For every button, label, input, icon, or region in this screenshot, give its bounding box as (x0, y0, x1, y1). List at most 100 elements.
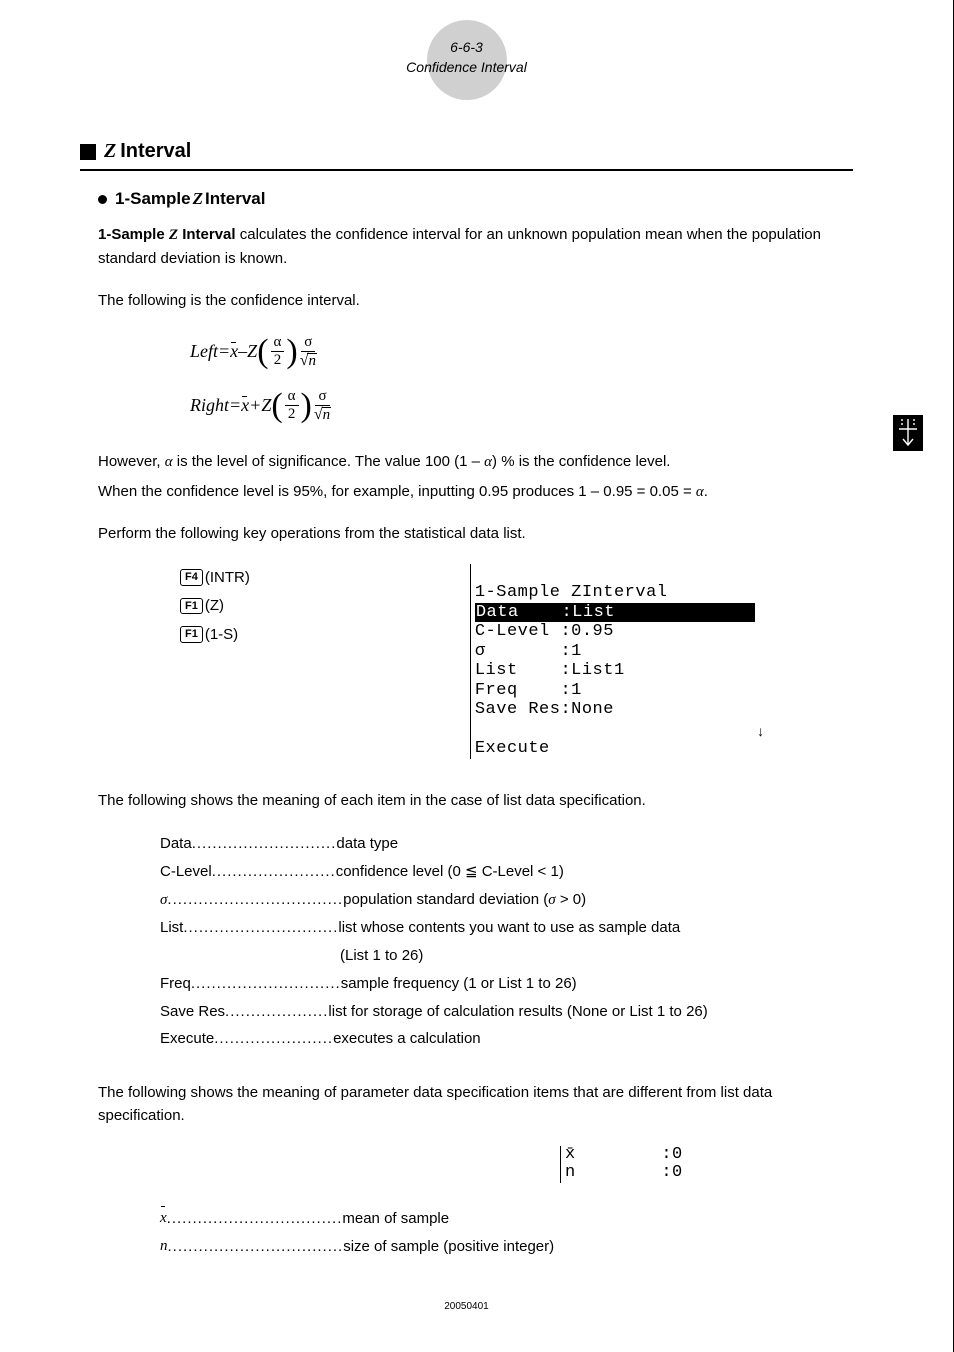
cs1-l8: Execute (475, 739, 550, 758)
formula-right: Right = x + Z ( α 2 ) σ n (190, 384, 853, 428)
def-row: Freq ............................. sampl… (160, 970, 853, 998)
formula-left: Left = x – Z ( α 2 ) σ n (190, 330, 853, 374)
def-desc: list for storage of calculation results … (328, 998, 707, 1026)
def-row: n .................................. siz… (160, 1233, 853, 1261)
f-frac-sigma: σ n (300, 335, 317, 369)
cs2-l2: n :0 (565, 1163, 683, 1182)
f-frac-alpha2: α 2 (285, 389, 299, 422)
header-text: 6-6-3 Confidence Interval (80, 30, 853, 77)
def-dots: ............................. (191, 970, 341, 998)
def-desc: confidence level (0 ≦ C-Level < 1) (336, 858, 564, 886)
side-tab-icon (893, 415, 923, 451)
p4-post: . (704, 483, 708, 500)
p1-pre: 1-Sample (98, 226, 169, 243)
def-desc: mean of sample (342, 1205, 449, 1233)
def-term: σ (160, 886, 167, 915)
subsection-title: 1-Sample Z Interval (98, 189, 853, 209)
def-term: C-Level (160, 858, 212, 886)
f-right-label: Right (190, 395, 229, 416)
after-screen-text: The following shows the meaning of each … (98, 789, 853, 812)
key-row-1: F4(INTR) (180, 564, 250, 593)
key-label-2: (Z) (205, 597, 224, 614)
cs1-l3: C-Level :0.95 (475, 622, 614, 641)
page-header: 6-6-3 Confidence Interval (80, 30, 853, 90)
def-dots: .................................. (167, 886, 343, 915)
def-desc: size of sample (positive integer) (343, 1233, 554, 1261)
f-left-label: Left (190, 341, 218, 362)
key-label-1: (INTR) (205, 569, 250, 586)
definition-list-2: x .................................. mea… (160, 1205, 853, 1261)
intro-p4: When the confidence level is 95%, for ex… (98, 480, 853, 504)
p3-pre: However, (98, 453, 165, 470)
p3-post: ) % is the confidence level. (492, 453, 670, 470)
def-term: Freq (160, 970, 191, 998)
def-row: C-Level ........................ confide… (160, 858, 853, 886)
def-term: n (160, 1233, 168, 1261)
f-Z: Z (247, 341, 257, 362)
def-term: Save Res (160, 998, 225, 1026)
def-row: Save Res .................... list for s… (160, 998, 853, 1026)
cs1-l5: List :List1 (475, 661, 625, 680)
cs1-l4: σ :1 (475, 642, 582, 661)
f-eq: = (218, 341, 230, 362)
def-row: Execute ....................... executes… (160, 1025, 853, 1053)
def-desc: population standard deviation (σ > 0) (343, 886, 586, 915)
def-term: List (160, 914, 183, 942)
page-number: 6-6-3 (80, 38, 853, 58)
footer-date: 20050401 (80, 1301, 853, 1312)
def-desc: list whose contents you want to use as s… (338, 914, 680, 942)
sub-pre: 1-Sample (115, 189, 191, 209)
def-desc: data type (336, 830, 398, 858)
paren-r2-icon: ) (301, 392, 312, 419)
def-row: σ .................................. pop… (160, 886, 853, 915)
sqrt-icon: n (300, 353, 317, 369)
sub-post: Interval (205, 189, 265, 209)
p1-bold: Interval (178, 226, 236, 243)
calculator-screen-2: x̄ :0 n :0 (560, 1146, 830, 1183)
def-continuation: (List 1 to 26) (340, 942, 853, 970)
f-frac-alpha: α 2 (271, 335, 285, 368)
section-marker-icon (80, 144, 96, 160)
intro-p2: The following is the confidence interval… (98, 289, 853, 312)
keycap-f1b: F1 (180, 626, 203, 642)
intro-p5: Perform the following key operations fro… (98, 522, 853, 545)
key-row-2: F1(Z) (180, 592, 250, 621)
def-dots: ............................ (192, 830, 337, 858)
calculator-screen-1: 1-Sample ZInterval Data :List C-Level :0… (470, 564, 755, 759)
keycap-f4: F4 (180, 569, 203, 585)
def-term: x (160, 1205, 167, 1233)
sub-z: Z (193, 189, 203, 209)
definition-list: Data ............................ data t… (160, 830, 853, 1053)
down-arrow-icon: ↓ (756, 725, 765, 741)
bullet-icon (98, 195, 107, 204)
p4-a: α (696, 484, 704, 500)
cs1-l7: Save Res:None (475, 700, 614, 719)
def-dots: .................................. (168, 1233, 344, 1261)
key-label-3: (1-S) (205, 626, 238, 643)
paren-l2-icon: ( (271, 392, 282, 419)
sqrt2-icon: n (314, 407, 331, 423)
intro-p3: However, α is the level of significance.… (98, 450, 853, 474)
def-desc: sample frequency (1 or List 1 to 26) (341, 970, 577, 998)
page: 6-6-3 Confidence Interval Z Interval 1-S… (0, 0, 954, 1352)
section-z: Z (104, 140, 116, 163)
section-rule (80, 169, 853, 171)
section-word: Interval (120, 140, 191, 163)
cs1-l6: Freq :1 (475, 681, 582, 700)
section-title: Z Interval (80, 140, 853, 163)
f-plus: + (249, 395, 261, 416)
def-row: Data ............................ data t… (160, 830, 853, 858)
key-operations: F4(INTR) F1(Z) F1(1-S) 1-Sample ZInterva… (180, 564, 853, 759)
cs1-l2: Data :List (475, 603, 755, 623)
f-xbar: x (230, 341, 238, 362)
def-dots: .............................. (183, 914, 338, 942)
f-xbar2: x (241, 395, 249, 416)
key-column: F4(INTR) F1(Z) F1(1-S) (180, 564, 250, 650)
p3-a2: α (484, 454, 492, 470)
def-term: Execute (160, 1025, 214, 1053)
p3-a1: α (165, 454, 173, 470)
p3-mid: is the level of significance. The value … (173, 453, 485, 470)
p4-pre: When the confidence level is 95%, for ex… (98, 483, 696, 500)
cs1-l1: 1-Sample ZInterval (475, 583, 668, 602)
def-desc: executes a calculation (333, 1025, 481, 1053)
